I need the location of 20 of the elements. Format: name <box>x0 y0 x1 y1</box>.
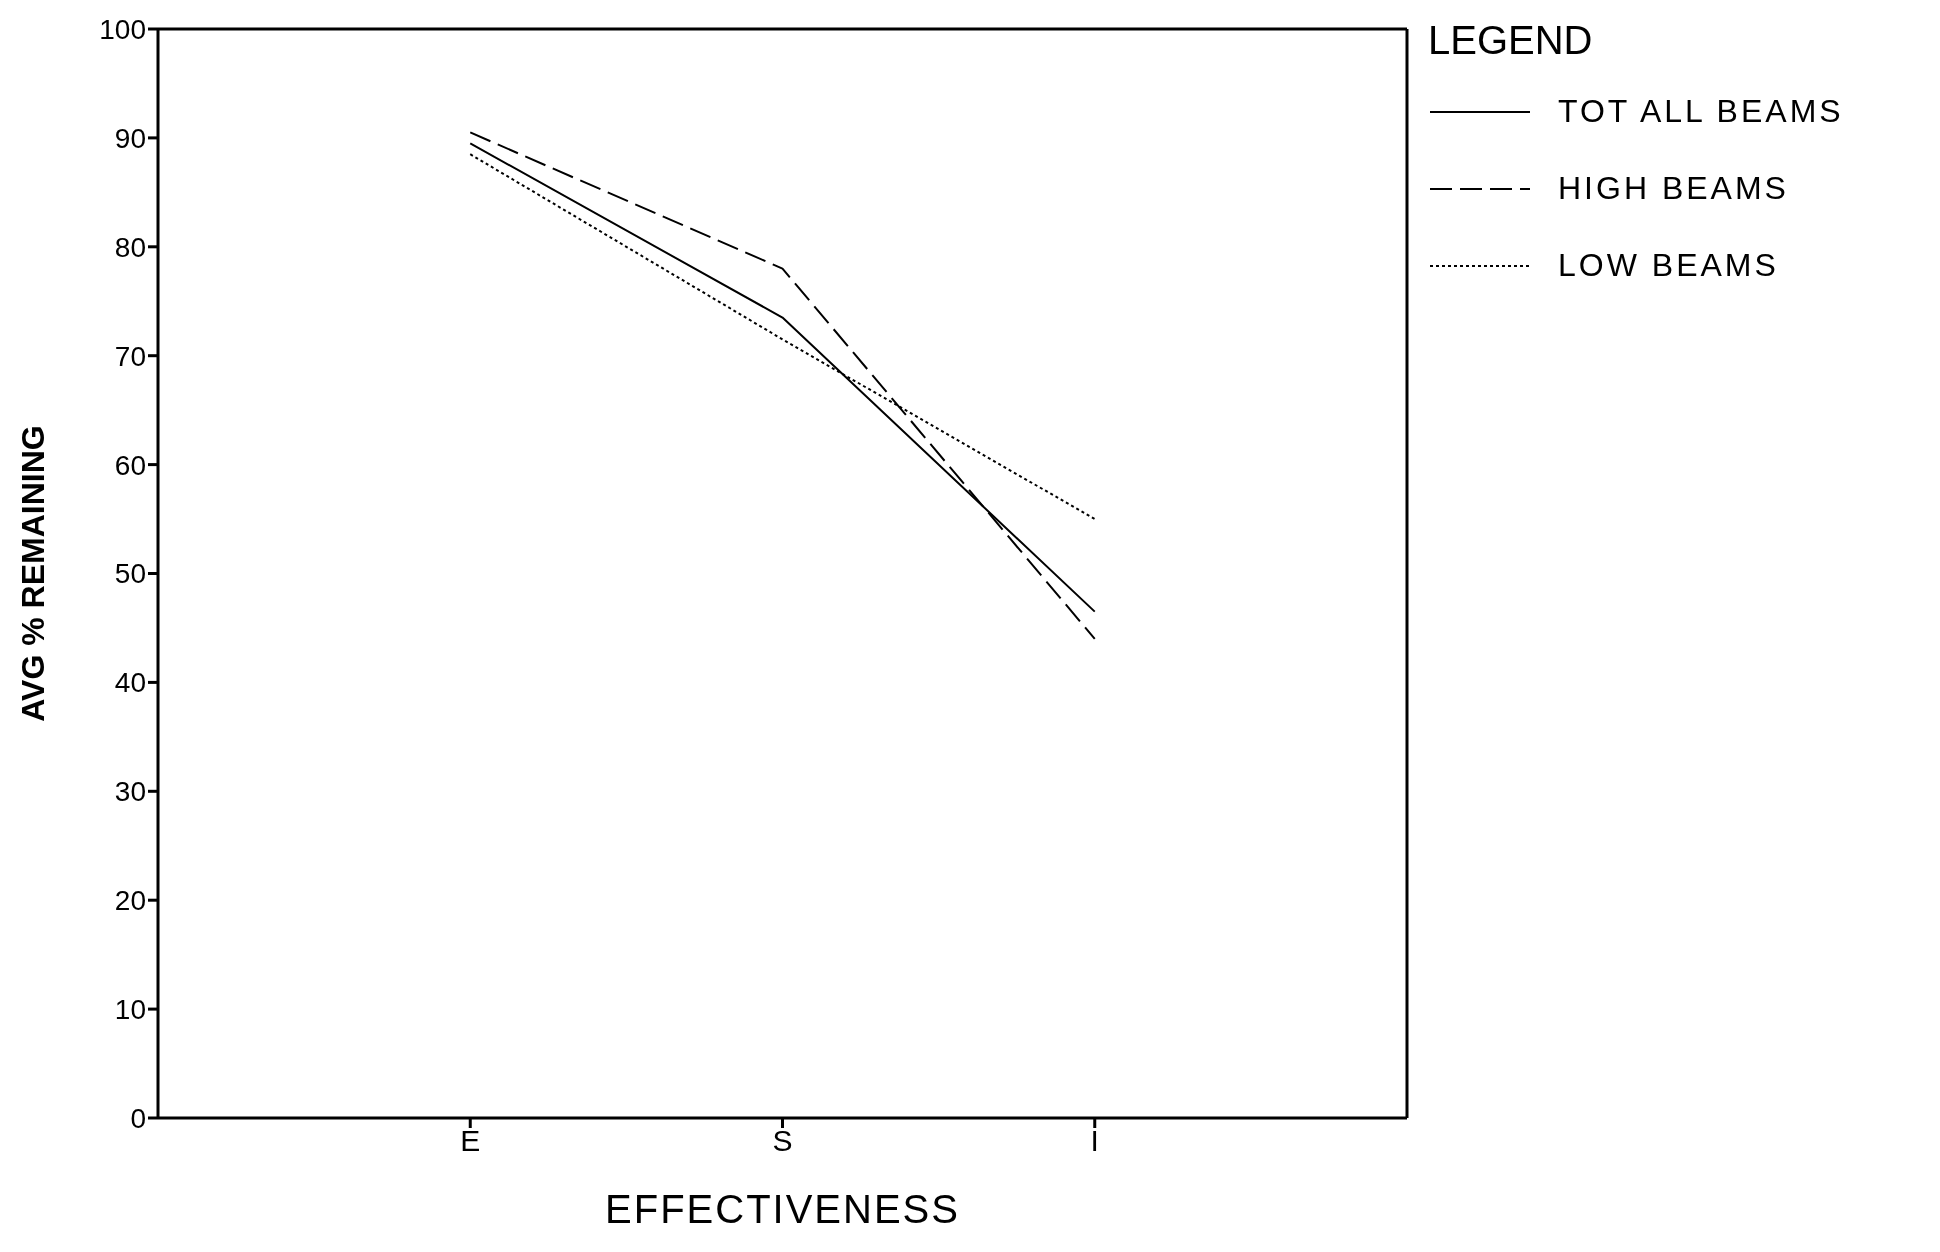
y-tick-label: 10 <box>114 994 146 1026</box>
y-tick-label: 90 <box>114 122 146 154</box>
y-tick-label: 100 <box>99 13 146 45</box>
x-tick-label: E <box>460 1124 481 1158</box>
y-axis-title: AVG % REMAINING <box>15 425 52 722</box>
legend-label: TOT ALL BEAMS <box>1558 93 1844 130</box>
y-tick-label: 70 <box>114 340 146 372</box>
legend-label: HIGH BEAMS <box>1558 170 1789 207</box>
x-tick-label: I <box>1090 1124 1099 1158</box>
y-tick-label: 30 <box>114 776 146 808</box>
y-tick-label: 80 <box>114 231 146 263</box>
y-tick-label: 40 <box>114 667 146 699</box>
x-axis-title: EFFECTIVENESS <box>605 1187 960 1231</box>
y-tick-label: 50 <box>114 558 146 590</box>
legend-label: LOW BEAMS <box>1558 247 1779 284</box>
legend-title: LEGEND <box>1428 18 1594 63</box>
x-tick-label: S <box>772 1124 793 1158</box>
y-tick-label: 60 <box>114 449 146 481</box>
y-tick-label: 20 <box>114 885 146 917</box>
y-tick-label: 0 <box>130 1102 146 1134</box>
